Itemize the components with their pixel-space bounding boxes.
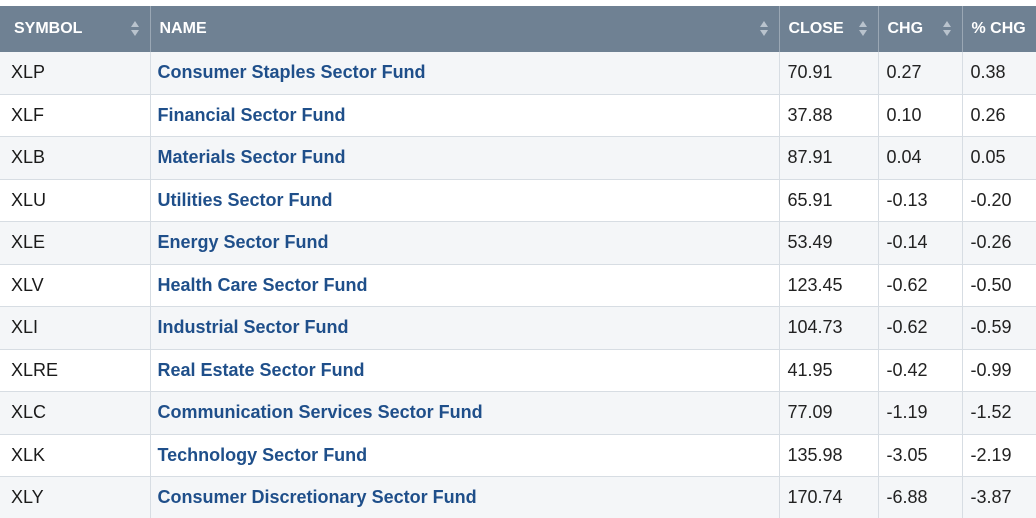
table-row: XLI Industrial Sector Fund 104.73 -0.62 -0.5… <box>0 306 1036 350</box>
sort-icon[interactable] <box>759 21 769 37</box>
table-row: XLF Financial Sector Fund 37.88 0.10 0.26 <box>0 94 1036 137</box>
symbol-cell: XLV <box>0 264 151 307</box>
symbol-cell: XLY <box>0 476 151 518</box>
chg-cell: -3.05 <box>878 434 963 477</box>
fund-name-link[interactable]: Consumer Discretionary Sector Fund <box>150 476 780 518</box>
pct-chg-cell: -0.50 <box>962 264 1036 307</box>
fund-name-link[interactable]: Real Estate Sector Fund <box>150 349 780 392</box>
column-header-pct-chg[interactable]: % CHG↓ <box>962 6 1036 52</box>
table-row: XLC Communication Services Sector Fund 77.… <box>0 391 1036 435</box>
chg-cell: -6.88 <box>878 476 963 518</box>
close-cell: 135.98 <box>779 434 879 477</box>
table-row: XLP Consumer Staples Sector Fund 70.91 0.27… <box>0 52 1036 95</box>
header-label: SYMBOL <box>14 20 83 37</box>
pct-chg-cell: 0.26 <box>962 94 1036 137</box>
column-header-symbol[interactable]: SYMBOL <box>0 6 151 52</box>
header-label: CLOSE <box>788 20 844 37</box>
chg-cell: 0.04 <box>878 136 963 180</box>
symbol-cell: XLC <box>0 391 151 435</box>
pct-chg-cell: 0.38 <box>962 52 1036 95</box>
table-row: XLK Technology Sector Fund 135.98 -3.05 -2.1… <box>0 434 1036 477</box>
header-row: SYMBOL NAME CLOSE CHG % CHG↓ <box>0 6 1036 52</box>
fund-name-link[interactable]: Technology Sector Fund <box>150 434 780 477</box>
chg-cell: -0.14 <box>878 221 963 265</box>
table-row: XLRE Real Estate Sector Fund 41.95 -0.42 -0.… <box>0 349 1036 392</box>
symbol-cell: XLU <box>0 179 151 222</box>
pct-chg-cell: -2.19 <box>962 434 1036 477</box>
sector-funds-table: SYMBOL NAME CLOSE CHG % CHG↓ XLPConsumer… <box>0 6 1036 518</box>
symbol-cell: XLB <box>0 136 151 180</box>
close-cell: 70.91 <box>779 52 879 95</box>
fund-name-link[interactable]: Energy Sector Fund <box>150 221 780 265</box>
symbol-cell: XLK <box>0 434 151 477</box>
pct-chg-cell: -1.52 <box>962 391 1036 435</box>
symbol-cell: XLRE <box>0 349 151 392</box>
pct-chg-cell: -0.26 <box>962 221 1036 265</box>
pct-chg-cell: 0.05 <box>962 136 1036 180</box>
chg-cell: -0.62 <box>878 264 963 307</box>
close-cell: 41.95 <box>779 349 879 392</box>
pct-chg-cell: -3.87 <box>962 476 1036 518</box>
chg-cell: 0.10 <box>878 94 963 137</box>
sort-icon[interactable] <box>130 21 140 37</box>
header-label: CHG <box>887 20 924 37</box>
close-cell: 123.45 <box>779 264 879 307</box>
header-label: NAME <box>159 20 207 37</box>
fund-name-link[interactable]: Utilities Sector Fund <box>150 179 780 222</box>
symbol-cell: XLF <box>0 94 151 137</box>
pct-chg-cell: -0.59 <box>962 306 1036 350</box>
symbol-cell: XLP <box>0 52 151 95</box>
table-row: XLU Utilities Sector Fund 65.91 -0.13 -0.20 <box>0 179 1036 222</box>
close-cell: 104.73 <box>779 306 879 350</box>
close-cell: 37.88 <box>779 94 879 137</box>
sort-icon[interactable] <box>942 21 952 37</box>
table-row: XLV Health Care Sector Fund 123.45 -0.62 -0.… <box>0 264 1036 307</box>
table-row: XLY Consumer Discretionary Sector Fund 170… <box>0 476 1036 518</box>
pct-chg-cell: -0.99 <box>962 349 1036 392</box>
column-header-chg[interactable]: CHG <box>878 6 963 52</box>
chg-cell: -1.19 <box>878 391 963 435</box>
close-cell: 77.09 <box>779 391 879 435</box>
column-header-close[interactable]: CLOSE <box>779 6 879 52</box>
close-cell: 53.49 <box>779 221 879 265</box>
table-row: XLE Energy Sector Fund 53.49 -0.14 -0.26 <box>0 221 1036 265</box>
symbol-cell: XLI <box>0 306 151 350</box>
fund-name-link[interactable]: Materials Sector Fund <box>150 136 780 180</box>
chg-cell: 0.27 <box>878 52 963 95</box>
table-row: XLB Materials Sector Fund 87.91 0.04 0.05 <box>0 136 1036 180</box>
chg-cell: -0.13 <box>878 179 963 222</box>
pct-chg-cell: -0.20 <box>962 179 1036 222</box>
fund-name-link[interactable]: Financial Sector Fund <box>150 94 780 137</box>
close-cell: 170.74 <box>779 476 879 518</box>
close-cell: 87.91 <box>779 136 879 180</box>
fund-name-link[interactable]: Industrial Sector Fund <box>150 306 780 350</box>
fund-name-link[interactable]: Health Care Sector Fund <box>150 264 780 307</box>
fund-name-link[interactable]: Communication Services Sector Fund <box>150 391 780 435</box>
close-cell: 65.91 <box>779 179 879 222</box>
header-label: % CHG <box>971 20 1026 37</box>
chg-cell: -0.62 <box>878 306 963 350</box>
symbol-cell: XLE <box>0 221 151 265</box>
chg-cell: -0.42 <box>878 349 963 392</box>
column-header-name[interactable]: NAME <box>150 6 780 52</box>
sort-icon[interactable] <box>858 21 868 37</box>
fund-name-link[interactable]: Consumer Staples Sector Fund <box>150 52 780 95</box>
